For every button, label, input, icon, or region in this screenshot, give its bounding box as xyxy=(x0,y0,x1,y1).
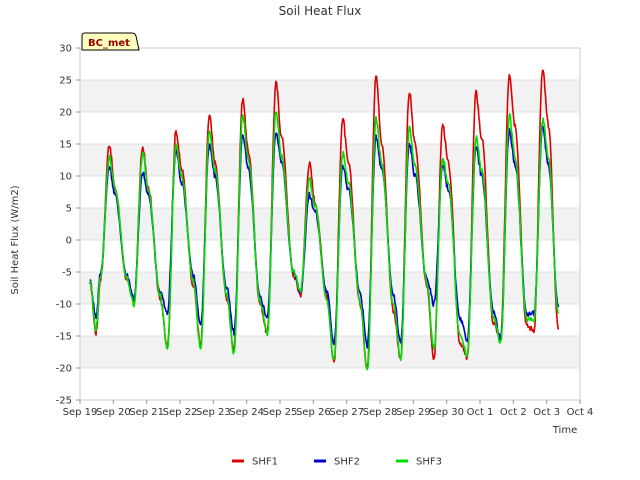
x-tick-label: Oct 1 xyxy=(467,407,494,418)
x-tick-label: Sep 26 xyxy=(296,407,331,418)
y-tick-label: 0 xyxy=(66,236,72,247)
station-badge: BC_met xyxy=(81,32,140,51)
x-tick-label: Sep 29 xyxy=(396,407,431,418)
x-tick-label: Sep 19 xyxy=(63,407,98,418)
x-tick-label: Oct 4 xyxy=(567,407,594,418)
grid-band xyxy=(80,144,580,176)
x-tick-label: Sep 27 xyxy=(329,407,364,418)
y-tick-label: -10 xyxy=(56,300,72,311)
y-tick-label: -25 xyxy=(56,396,72,407)
y-axis-ticks: -25 -20 -15 -10 -5 0 5 10 15 20 25 30 xyxy=(56,44,80,407)
plot-frame xyxy=(79,47,581,401)
legend-label-shf2: SHF2 xyxy=(334,457,360,468)
x-tick-label: Oct 3 xyxy=(533,407,560,418)
grid-band xyxy=(80,336,580,368)
y-tick-label: 20 xyxy=(59,108,72,119)
y-tick-label: 30 xyxy=(59,44,72,55)
y-tick-label: 5 xyxy=(66,204,72,215)
legend-label-shf1: SHF1 xyxy=(252,457,278,468)
series-layer xyxy=(89,69,560,371)
x-axis-title: Time xyxy=(552,425,577,436)
x-tick-label: Oct 2 xyxy=(500,407,527,418)
legend: SHF1 SHF2 SHF3 xyxy=(232,457,442,468)
y-tick-label: 25 xyxy=(59,76,72,87)
y-tick-label: -5 xyxy=(62,268,72,279)
x-tick-label: Sep 22 xyxy=(163,407,198,418)
x-tick-label: Sep 21 xyxy=(129,407,164,418)
grid-band xyxy=(80,272,580,304)
y-tick-label: 10 xyxy=(59,172,72,183)
grid-band xyxy=(80,80,580,112)
x-tick-label: Sep 23 xyxy=(196,407,231,418)
x-tick-label: Sep 20 xyxy=(96,407,131,418)
station-badge-tab xyxy=(81,32,140,51)
y-axis-title: Soil Heat Flux (W/m2) xyxy=(10,185,21,294)
series-line-shf3 xyxy=(89,111,560,371)
grid-bands xyxy=(80,80,580,368)
x-tick-label: Sep 28 xyxy=(363,407,398,418)
x-tick-label: Sep 24 xyxy=(229,407,264,418)
legend-label-shf3: SHF3 xyxy=(416,457,442,468)
y-tick-label: 15 xyxy=(59,140,72,151)
x-tick-label: Sep 25 xyxy=(263,407,298,418)
chart-title: Soil Heat Flux xyxy=(279,4,362,18)
y-tick-label: -20 xyxy=(56,364,72,375)
x-tick-label: Sep 30 xyxy=(429,407,464,418)
grid-band xyxy=(80,208,580,240)
y-tick-label: -15 xyxy=(56,332,72,343)
station-badge-label: BC_met xyxy=(88,38,130,49)
